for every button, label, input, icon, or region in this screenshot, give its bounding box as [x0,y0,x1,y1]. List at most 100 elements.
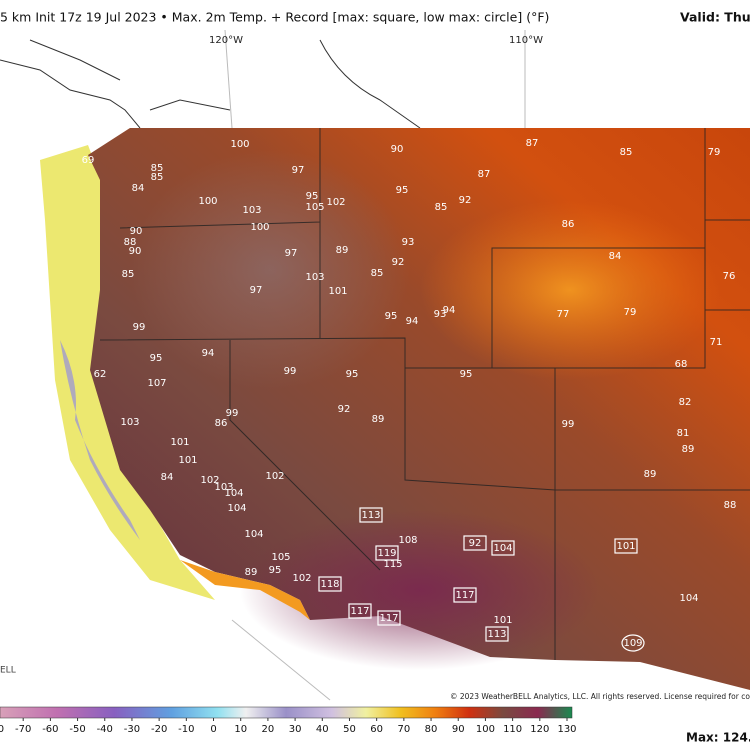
station-value: 102 [265,471,284,482]
station-value: 99 [284,366,297,377]
station-value: 100 [250,222,269,233]
station-value: 89 [682,444,695,455]
colorbar-tick-label: -10 [178,724,194,735]
colorbar-tick-label: 110 [503,724,522,735]
station-value: 102 [200,475,219,486]
station-value: 107 [147,378,166,389]
station-value: 94 [406,316,419,327]
meridians [224,29,526,701]
colorbar-tick-label: 130 [557,724,576,735]
station-value: 79 [624,307,637,318]
station-value: 99 [133,322,146,333]
station-value: 88 [724,500,737,511]
station-value: 89 [644,469,657,480]
colorbar-tick-label: -80 [0,724,4,735]
colorbar-tick-label: -60 [42,724,58,735]
station-value: 85 [151,172,164,183]
station-value: 90 [391,144,404,155]
station-value: 92 [338,404,351,415]
station-value: 101 [493,615,512,626]
record-box [348,603,372,619]
station-value: 105 [271,552,290,563]
station-value: 104 [227,503,246,514]
record-box [453,587,477,603]
station-value: 95 [385,311,398,322]
colorbar-tick-label: -40 [97,724,113,735]
colorbar [0,706,573,719]
header-valid: Valid: Thu [680,10,750,25]
station-value: 95 [150,353,163,364]
coastal-band [40,145,215,600]
station-value: 84 [609,251,622,262]
record-box [485,626,509,642]
station-value: 97 [250,285,263,296]
station-value: 113 [487,629,506,640]
station-value: 101 [170,437,189,448]
longitude-label: 120°W [209,35,243,46]
station-value: 85 [122,269,135,280]
station-value: 99 [226,408,239,419]
record-box [614,538,638,554]
station-value: 85 [371,268,384,279]
station-value: 87 [478,169,491,180]
header-title: 5 km Init 17z 19 Jul 2023 • Max. 2m Temp… [0,10,549,25]
station-value: 95 [269,565,282,576]
colorbar-tick-label: 70 [397,724,410,735]
station-value: 94 [202,348,215,359]
station-value: 88 [124,237,137,248]
station-value: 89 [245,567,258,578]
colorbar-tick-label: 30 [289,724,302,735]
station-value: 92 [459,195,472,206]
station-value: 94 [443,305,456,316]
station-value: 108 [398,535,417,546]
station-value: 95 [396,185,409,196]
station-value: 95 [460,369,473,380]
state-borders [99,128,750,660]
station-value: 76 [723,271,736,282]
station-value: 97 [292,165,305,176]
station-value: 89 [336,245,349,256]
logo: ELL [0,666,16,676]
station-value: 95 [306,191,319,202]
station-value: 109 [623,638,642,649]
station-value: 100 [230,139,249,150]
station-value: 71 [710,337,723,348]
station-value: 115 [383,559,402,570]
station-value: 103 [305,272,324,283]
station-value: 101 [616,541,635,552]
station-value: 95 [346,369,359,380]
copyright: © 2023 WeatherBELL Analytics, LLC. All r… [450,692,750,701]
station-value: 90 [129,246,142,257]
station-value: 117 [379,613,398,624]
colorbar-tick-label: -50 [69,724,85,735]
station-value: 79 [708,147,721,158]
station-value: 104 [244,529,263,540]
station-value: 104 [493,543,512,554]
colorbar-tick-label: 20 [262,724,275,735]
station-value: 117 [455,590,474,601]
station-value: 105 [305,202,324,213]
canada-coast [0,39,421,129]
station-value: 97 [285,248,298,259]
station-value: 77 [557,309,570,320]
colorbar-tick-label: 80 [425,724,438,735]
colorbar-ticks: -80 -70 -60 -50 -40 -30 -20 -10 0 10 20 30 40 50 60 70 8… [0,718,577,735]
record-box [375,545,399,561]
station-value: 93 [402,237,415,248]
station-value: 103 [120,417,139,428]
colorbar-tick-label: 0 [210,724,216,735]
basin-tone [130,150,410,390]
record-box [491,540,515,556]
station-value: 102 [326,197,345,208]
station-value: 113 [361,510,380,521]
header-bar [0,0,750,30]
socal-coast [180,560,310,620]
station-value: 100 [198,196,217,207]
station-value: 93 [434,309,447,320]
station-value: 86 [562,219,575,230]
station-value: 104 [679,593,698,604]
station-value: 62 [94,369,107,380]
colorbar-tick-label: 40 [316,724,329,735]
